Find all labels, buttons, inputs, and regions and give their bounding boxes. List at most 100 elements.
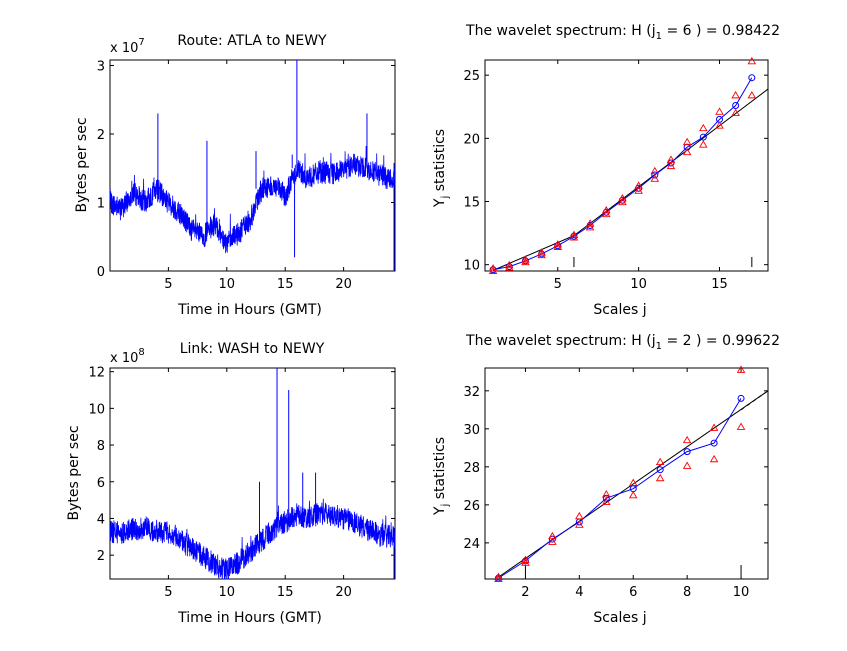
confidence-triangle bbox=[731, 90, 740, 99]
wavelet-point bbox=[710, 439, 718, 447]
panel-wavelet-spectrum-2: The wavelet spectrum: H (j1 = 2 ) = 0.99… bbox=[432, 333, 780, 626]
panel-route-atla-newy: Route: ATLA to NEWY Time in Hours (GMT) … bbox=[74, 33, 396, 318]
confidence-triangle bbox=[521, 558, 530, 566]
confidence-triangle bbox=[575, 520, 584, 528]
traffic-series-line bbox=[109, 498, 396, 580]
confidence-triangle bbox=[682, 137, 692, 146]
title-main: The wavelet spectrum: H (j bbox=[465, 23, 656, 39]
x-tick-label: 5 bbox=[554, 277, 562, 292]
wavelet-point bbox=[748, 74, 756, 82]
y-tick-label: 28 bbox=[463, 461, 480, 476]
x-tick-label: 20 bbox=[335, 277, 352, 292]
confidence-triangle bbox=[602, 205, 611, 214]
wavelet-point bbox=[651, 171, 659, 179]
x-axis-label: Scales j bbox=[593, 302, 646, 318]
x-axis-label: Time in Hours (GMT) bbox=[177, 302, 322, 318]
confidence-triangle bbox=[488, 264, 498, 272]
x-tick-label: 15 bbox=[711, 277, 728, 292]
exponent-base: x 10 bbox=[110, 41, 138, 56]
y-tick-label: 10 bbox=[463, 259, 480, 274]
regression-fit-line bbox=[498, 390, 769, 578]
confidence-triangle bbox=[618, 197, 627, 206]
y-axis-label: Yj statistics bbox=[432, 129, 451, 208]
ylabel-suffix: statistics bbox=[432, 437, 448, 504]
y-tick-label: 0 bbox=[97, 265, 105, 280]
chart-title: Link: WASH to NEWY bbox=[180, 341, 325, 357]
x-tick-label: 5 bbox=[164, 585, 172, 600]
y-tick-label: 25 bbox=[463, 69, 480, 84]
x-tick-label: 8 bbox=[683, 585, 691, 600]
x-tick-label: 10 bbox=[630, 277, 647, 292]
y-exponent-label: x 107 bbox=[110, 37, 145, 56]
title-main: The wavelet spectrum: H (j bbox=[465, 333, 656, 349]
regression-fit-extension bbox=[740, 390, 769, 411]
confidence-triangle bbox=[715, 107, 724, 115]
title-sub: 1 bbox=[656, 31, 662, 42]
confidence-triangle bbox=[585, 223, 595, 231]
confidence-triangle bbox=[575, 511, 584, 520]
chart-title: The wavelet spectrum: H (j1 = 2 ) = 0.99… bbox=[465, 333, 780, 352]
ylabel-main: Y bbox=[432, 506, 448, 516]
confidence-triangle bbox=[699, 140, 708, 148]
wavelet-series-line bbox=[493, 77, 753, 271]
confidence-triangle bbox=[618, 193, 627, 202]
y-tick-label: 2 bbox=[97, 128, 105, 143]
ylabel-main: Y bbox=[432, 198, 448, 208]
exponent-power: 7 bbox=[138, 37, 144, 48]
confidence-triangle bbox=[628, 478, 638, 486]
y-exponent-label: x 108 bbox=[110, 347, 145, 366]
confidence-triangle bbox=[709, 423, 719, 431]
wavelet-point bbox=[683, 448, 691, 456]
wavelet-point bbox=[699, 133, 707, 141]
wavelet-point bbox=[602, 494, 610, 502]
x-tick-label: 5 bbox=[164, 277, 172, 292]
exponent-base: x 10 bbox=[110, 351, 138, 366]
y-tick-label: 32 bbox=[463, 385, 480, 400]
title-suffix: = 6 ) = 0.98422 bbox=[662, 23, 780, 39]
confidence-triangle bbox=[699, 123, 708, 132]
confidence-triangle bbox=[521, 555, 530, 563]
confidence-triangle bbox=[650, 174, 660, 182]
confidence-triangle bbox=[585, 219, 595, 227]
ylabel-suffix: statistics bbox=[432, 129, 448, 196]
confidence-triangle bbox=[655, 457, 665, 466]
panel-link-wash-newy: Link: WASH to NEWY Time in Hours (GMT) B… bbox=[66, 341, 396, 626]
x-tick-label: 4 bbox=[575, 585, 583, 600]
confidence-triangle bbox=[682, 435, 692, 444]
confidence-triangle bbox=[747, 90, 757, 99]
x-tick-label: 15 bbox=[277, 277, 294, 292]
confidence-triangle bbox=[537, 250, 546, 259]
y-tick-label: 30 bbox=[463, 423, 480, 438]
confidence-triangle bbox=[682, 147, 692, 156]
axes-frame bbox=[484, 367, 769, 580]
wavelet-point bbox=[656, 466, 664, 474]
confidence-triangle bbox=[553, 242, 563, 250]
y-tick-label: 24 bbox=[463, 537, 480, 552]
traffic-series-line bbox=[109, 145, 396, 254]
ylabel-sub: j bbox=[440, 196, 451, 200]
confidence-triangle bbox=[731, 108, 740, 117]
title-sub: 1 bbox=[656, 341, 662, 352]
x-tick-label: 10 bbox=[219, 585, 236, 600]
wavelet-series-line bbox=[498, 398, 742, 579]
confidence-triangle bbox=[521, 255, 530, 263]
x-tick-label: 20 bbox=[335, 585, 352, 600]
confidence-triangle bbox=[504, 263, 514, 271]
confidence-triangle bbox=[602, 497, 611, 505]
wavelet-point bbox=[732, 101, 740, 109]
y-tick-label: 1 bbox=[97, 196, 105, 211]
confidence-triangle bbox=[548, 537, 557, 545]
wavelet-point bbox=[667, 159, 675, 167]
confidence-triangle bbox=[504, 260, 514, 269]
confidence-triangle bbox=[682, 461, 692, 469]
y-tick-label: 6 bbox=[97, 476, 105, 491]
x-axis-label: Scales j bbox=[593, 610, 646, 626]
confidence-triangle bbox=[537, 248, 546, 256]
confidence-triangle bbox=[494, 574, 503, 582]
y-tick-label: 26 bbox=[463, 499, 480, 514]
wavelet-point bbox=[737, 394, 745, 402]
confidence-triangle bbox=[666, 161, 676, 170]
confidence-triangle bbox=[553, 240, 563, 248]
confidence-triangle bbox=[494, 572, 503, 581]
